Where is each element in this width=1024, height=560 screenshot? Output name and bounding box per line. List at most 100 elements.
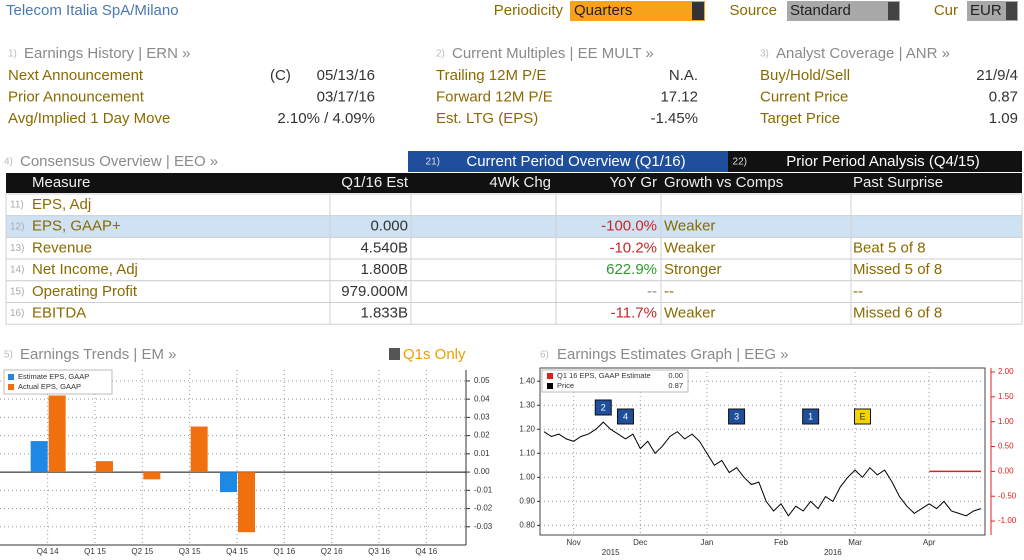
- event-label[interactable]: 2: [601, 402, 606, 412]
- table-row[interactable]: [5, 193, 1023, 217]
- metric-label: Current Price: [760, 88, 848, 105]
- event-label[interactable]: 4: [623, 411, 628, 421]
- cell-yoy: -11.7%: [611, 304, 657, 321]
- tab-label[interactable]: Current Period Overview (Q1/16): [466, 153, 685, 170]
- y-tick-label: -0.02: [474, 504, 493, 513]
- row-number: 11): [10, 200, 24, 211]
- column-header: YoY Gr: [609, 174, 657, 191]
- cell-surprise: Missed 5 of 8: [853, 261, 942, 278]
- metric-value: N.A.: [669, 67, 698, 84]
- tab-label[interactable]: Prior Period Analysis (Q4/15): [786, 153, 979, 170]
- x-tick-label: Feb: [774, 538, 788, 547]
- dropdown-arrow: [888, 2, 899, 20]
- x-tick-label: Q4 15: [226, 547, 248, 556]
- y-tick-label: 0.05: [474, 376, 490, 385]
- metric-label: Buy/Hold/Sell: [760, 67, 850, 84]
- section-title[interactable]: Consensus Overview | EEO »: [20, 153, 218, 170]
- currency-label: Cur: [934, 2, 958, 19]
- metric-label: Target Price: [760, 110, 840, 127]
- metric-value: 03/17/16: [317, 88, 375, 105]
- x-tick-label: Dec: [633, 538, 647, 547]
- section-number: 4): [4, 157, 13, 168]
- y-tick-label: 1.20: [519, 424, 535, 433]
- table-row[interactable]: [5, 302, 1023, 325]
- y2-tick-label: 0.00: [998, 466, 1014, 475]
- cell-comps: Stronger: [664, 261, 722, 278]
- metric-flag: (C): [270, 67, 291, 84]
- event-marker[interactable]: [616, 408, 634, 425]
- legend-swatch: [8, 384, 14, 390]
- y-tick-label: 0.80: [519, 520, 535, 529]
- y-tick-label: 0.02: [474, 431, 490, 440]
- metric-value: -1.45%: [650, 110, 698, 127]
- section-title[interactable]: Earnings History | ERN »: [24, 45, 190, 62]
- cell-surprise: --: [853, 283, 863, 300]
- y-tick-label: -0.03: [474, 522, 493, 531]
- row-number: 14): [10, 265, 24, 276]
- event-marker[interactable]: [594, 399, 612, 416]
- tab-number: 21): [426, 157, 440, 168]
- cell-surprise: Beat 5 of 8: [853, 239, 926, 256]
- metric-value: 21/9/4: [976, 67, 1018, 84]
- cell-yoy: --: [647, 283, 657, 300]
- cell-measure: EBITDA: [32, 304, 86, 321]
- periodicity-dropdown[interactable]: [570, 1, 705, 21]
- metric-value: 2.10% / 4.09%: [277, 110, 375, 127]
- table-row[interactable]: [5, 215, 1023, 238]
- cell-est: 0.000: [370, 218, 408, 235]
- y2-tick-label: 1.00: [998, 417, 1014, 426]
- event-label[interactable]: 3: [734, 411, 739, 421]
- bar: [30, 441, 48, 473]
- toggle-label[interactable]: Q1s Only: [403, 346, 466, 363]
- metric-label: Avg/Implied 1 Day Move: [8, 110, 170, 127]
- tab[interactable]: [728, 151, 1022, 172]
- metric-label: Est. LTG (EPS): [436, 110, 538, 127]
- tab-number: 22): [733, 157, 747, 168]
- bar: [190, 426, 208, 473]
- legend-box: [541, 369, 689, 393]
- legend-label: Estimate EPS, GAAP: [18, 372, 89, 381]
- cell-measure: Net Income, Adj: [32, 261, 138, 278]
- bar: [238, 472, 255, 533]
- event-marker[interactable]: [728, 408, 746, 425]
- dropdown-arrow: [1006, 2, 1017, 20]
- legend-label: Q1 16 EPS, GAAP Estimate: [557, 371, 651, 380]
- currency-dropdown[interactable]: [967, 1, 1018, 21]
- row-number: 16): [10, 308, 24, 319]
- chart-title[interactable]: Earnings Trends | EM »: [20, 346, 176, 363]
- row-number: 13): [10, 243, 24, 254]
- section-title[interactable]: Analyst Coverage | ANR »: [776, 45, 950, 62]
- section-number: 5): [4, 350, 13, 361]
- chart-title[interactable]: Earnings Estimates Graph | EEG »: [557, 346, 789, 363]
- y2-tick-label: -1.00: [998, 516, 1017, 525]
- year-label: 2016: [824, 548, 842, 557]
- legend-label: Price: [557, 381, 574, 390]
- event-label[interactable]: E: [859, 411, 865, 421]
- legend-swatch: [547, 383, 553, 389]
- periodicity-label: Periodicity: [494, 2, 564, 19]
- cell-est: 1.833B: [360, 304, 408, 321]
- y-tick-label: 0.04: [474, 394, 490, 403]
- section-number: 2): [436, 49, 445, 60]
- periodicity-value: Quarters: [574, 2, 632, 19]
- metric-value: 05/13/16: [317, 67, 375, 84]
- source-dropdown[interactable]: [787, 1, 900, 21]
- cell-measure: Revenue: [32, 239, 92, 256]
- table-row[interactable]: [5, 280, 1023, 303]
- year-label: 2015: [602, 548, 620, 557]
- event-marker[interactable]: [802, 408, 820, 425]
- metric-label: Forward 12M P/E: [436, 88, 553, 105]
- y-tick-label: 1.30: [519, 400, 535, 409]
- x-tick-label: Nov: [567, 538, 581, 547]
- cell-yoy: 622.9%: [606, 261, 657, 278]
- bar: [143, 472, 161, 480]
- metric-label: Trailing 12M P/E: [436, 67, 546, 84]
- x-tick-label: Q4 14: [37, 547, 59, 556]
- column-header: Q1/16 Est: [341, 174, 409, 191]
- event-marker[interactable]: [853, 408, 871, 425]
- tab-active[interactable]: [408, 151, 728, 172]
- toggle-box[interactable]: [389, 348, 400, 360]
- event-label[interactable]: 1: [808, 411, 813, 421]
- section-title[interactable]: Current Multiples | EE MULT »: [452, 45, 654, 62]
